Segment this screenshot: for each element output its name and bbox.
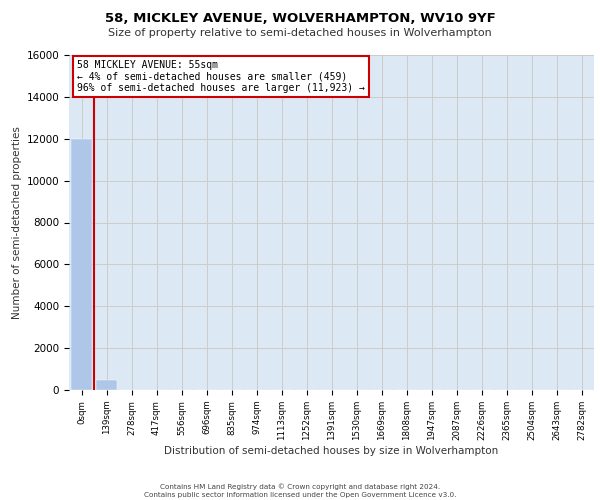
- Y-axis label: Number of semi-detached properties: Number of semi-detached properties: [13, 126, 22, 319]
- Text: Size of property relative to semi-detached houses in Wolverhampton: Size of property relative to semi-detach…: [108, 28, 492, 38]
- X-axis label: Distribution of semi-detached houses by size in Wolverhampton: Distribution of semi-detached houses by …: [164, 446, 499, 456]
- Bar: [71, 138, 92, 390]
- Text: 58, MICKLEY AVENUE, WOLVERHAMPTON, WV10 9YF: 58, MICKLEY AVENUE, WOLVERHAMPTON, WV10 …: [104, 12, 496, 26]
- Text: 58 MICKLEY AVENUE: 55sqm
← 4% of semi-detached houses are smaller (459)
96% of s: 58 MICKLEY AVENUE: 55sqm ← 4% of semi-de…: [77, 60, 365, 93]
- Text: Contains HM Land Registry data © Crown copyright and database right 2024.
Contai: Contains HM Land Registry data © Crown c…: [144, 484, 456, 498]
- Bar: [96, 380, 117, 390]
